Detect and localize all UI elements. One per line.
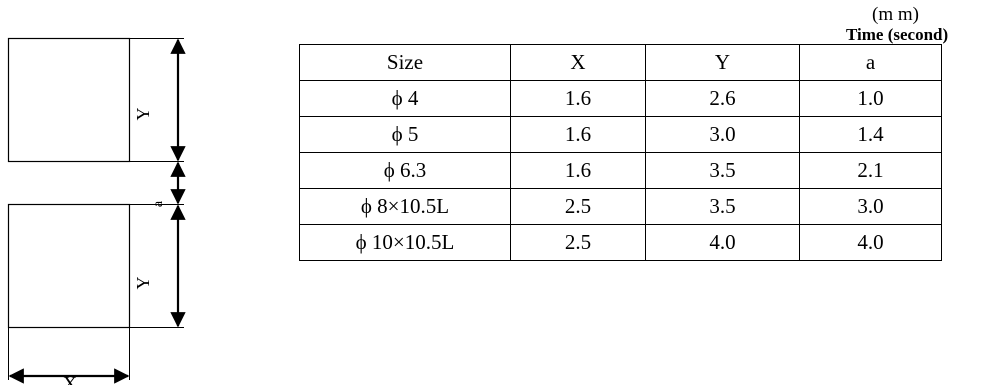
header-a: a: [799, 44, 942, 81]
cell-size: ϕ 5: [299, 116, 511, 153]
cell-y: 3.5: [645, 188, 800, 225]
cell-size: ϕ 6.3: [299, 152, 511, 189]
cell-a: 1.0: [799, 80, 942, 117]
cell-x: 1.6: [510, 116, 646, 153]
cell-x: 1.6: [510, 80, 646, 117]
cell-a: 2.1: [799, 152, 942, 189]
header-y: Y: [645, 44, 800, 81]
y-bottom-label: Y: [133, 277, 153, 290]
table-row: ϕ 8×10.5L 2.5 3.5 3.0: [299, 188, 942, 225]
table-row: ϕ 4 1.6 2.6 1.0: [299, 80, 942, 117]
table-row: ϕ 5 1.6 3.0 1.4: [299, 116, 942, 153]
cell-a: 3.0: [799, 188, 942, 225]
cell-x: 2.5: [510, 188, 646, 225]
dimension-table: Size X Y a ϕ 4 1.6 2.6 1.0 ϕ 5 1.6 3.0 1…: [299, 44, 942, 261]
cell-size: ϕ 10×10.5L: [299, 224, 511, 261]
header-x: X: [510, 44, 646, 81]
x-label: X: [63, 373, 78, 385]
header-size: Size: [299, 44, 511, 81]
unit-note: (m m): [872, 4, 919, 25]
cell-x: 2.5: [510, 224, 646, 261]
top-pad: [7, 37, 131, 163]
cell-y: 3.0: [645, 116, 800, 153]
cell-size: ϕ 4: [299, 80, 511, 117]
table-row: ϕ 6.3 1.6 3.5 2.1: [299, 152, 942, 189]
cell-x: 1.6: [510, 152, 646, 189]
cell-a: 4.0: [799, 224, 942, 261]
table-row: ϕ 10×10.5L 2.5 4.0 4.0: [299, 224, 942, 261]
a-label: a: [151, 200, 166, 207]
time-note: Time (second): [846, 25, 949, 44]
extension-lines: [8, 38, 184, 380]
table-header-row: Size X Y a: [299, 44, 942, 81]
cell-a: 1.4: [799, 116, 942, 153]
land-pattern-diagram: Y a Y X: [7, 37, 186, 385]
cell-y: 4.0: [645, 224, 800, 261]
cell-y: 2.6: [645, 80, 800, 117]
y-top-label: Y: [133, 108, 153, 121]
bottom-pad: [7, 203, 131, 329]
cell-y: 3.5: [645, 152, 800, 189]
cell-size: ϕ 8×10.5L: [299, 188, 511, 225]
